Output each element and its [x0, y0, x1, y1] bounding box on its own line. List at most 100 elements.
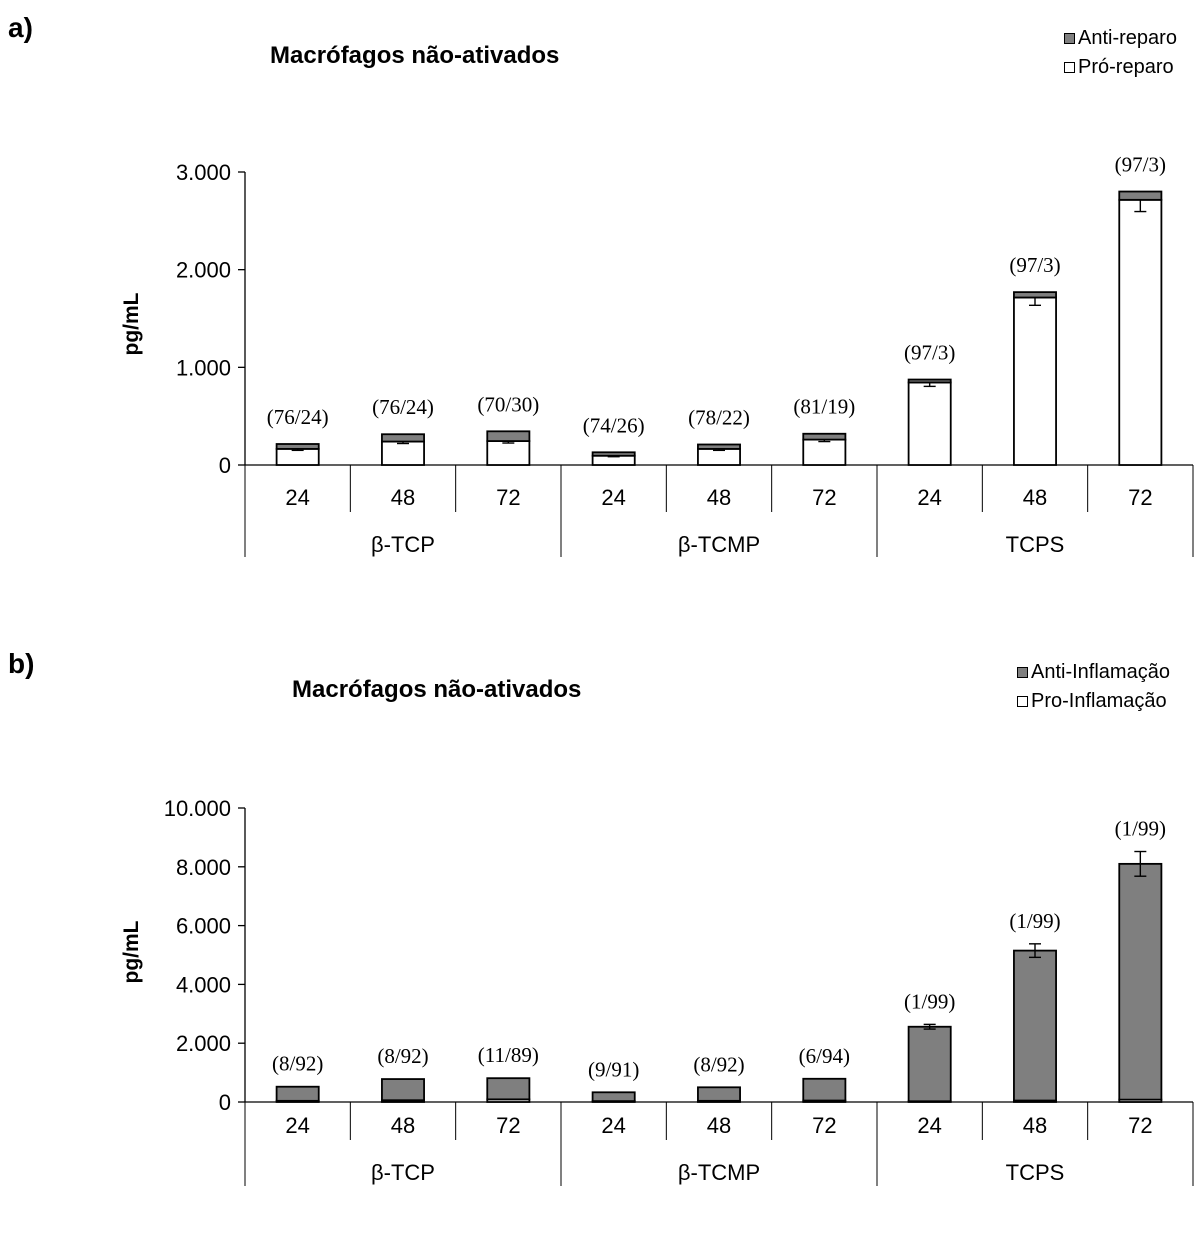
bar-annotation: (97/3) — [1115, 153, 1166, 177]
bar-segment-pro-reparo — [1013, 296, 1057, 466]
bar-segment-anti-reparo — [591, 451, 636, 457]
y-tick-label: 1.000 — [176, 355, 231, 380]
legend-item-pro-inflamacao: Pro-Inflamação — [1017, 687, 1170, 716]
x-tick-label: 24 — [601, 1113, 625, 1138]
y-tick-label: 10.000 — [164, 796, 231, 821]
x-tick-label: 24 — [285, 1113, 309, 1138]
bar-segment-pro-reparo — [697, 447, 741, 466]
bar-segment-anti-reparo — [697, 443, 741, 450]
chart-a-title: Macrófagos não-ativados — [270, 42, 560, 69]
legend-swatch-white — [1017, 696, 1028, 707]
y-tick-label: 3.000 — [176, 160, 231, 185]
y-tick-label: 0 — [219, 1090, 231, 1115]
x-tick-label: 48 — [1023, 485, 1047, 510]
bar-annotation: (1/99) — [904, 989, 955, 1013]
bar-segment-pro-reparo — [381, 440, 425, 466]
panel-a: 0 1.000 2.000 3.000 24 48 72 24 48 72 24 48 72 β-TCP β… — [0, 0, 1197, 600]
bar-annotation: (81/19) — [793, 395, 855, 419]
legend-label: Pró-reparo — [1078, 56, 1174, 78]
x-tick-label: 24 — [917, 1113, 941, 1138]
bar-annotation: (78/22) — [688, 405, 750, 429]
x-tick-label: 72 — [496, 1113, 520, 1138]
bar-segment-anti-reparo — [381, 433, 425, 443]
bar-segment-pro-reparo — [1118, 198, 1163, 466]
x-tick-label: 48 — [1023, 1113, 1047, 1138]
group-label: β-TCP — [371, 1160, 435, 1185]
bar-segment-pro-reparo — [802, 438, 847, 466]
y-tick-label: 0 — [219, 453, 231, 478]
panel-b: 0 2.000 4.000 6.000 8.000 10.000 24 48 72 24 48 72 2… — [0, 630, 1197, 1236]
bar-annotation: (9/91) — [588, 1057, 639, 1081]
group-label: β-TCP — [371, 532, 435, 557]
x-tick-label: 72 — [812, 1113, 836, 1138]
legend-item-anti-inflamacao: Anti-Inflamação — [1017, 658, 1170, 687]
x-tick-label: 48 — [391, 485, 415, 510]
panel-b-letter: b) — [8, 648, 35, 679]
x-tick-label: 48 — [391, 1113, 415, 1138]
bar-annotation: (97/3) — [904, 341, 955, 365]
bar-annotation: (97/3) — [1009, 253, 1060, 277]
bar-annotation: (8/92) — [377, 1044, 428, 1068]
bar-segment-anti-inflamacao — [802, 1077, 847, 1102]
x-tick-label: 24 — [601, 485, 625, 510]
bar-annotation: (1/99) — [1115, 817, 1166, 841]
y-tick-label: 6.000 — [176, 914, 231, 939]
x-tick-label: 24 — [917, 485, 941, 510]
legend-label: Anti-Inflamação — [1031, 661, 1170, 683]
group-label: TCPS — [1006, 532, 1065, 557]
y-tick-label: 4.000 — [176, 972, 231, 997]
chart-a-legend: Anti-reparo Pró-reparo — [1064, 24, 1177, 82]
bar-segment-anti-reparo — [486, 430, 531, 442]
x-tick-label: 72 — [496, 485, 520, 510]
chart-a-ylabel: pg/mL — [120, 292, 143, 356]
bar-segment-anti-reparo — [802, 432, 847, 441]
bar-segment-anti-inflamacao — [697, 1086, 741, 1102]
chart-b-title: Macrófagos não-ativados — [292, 676, 582, 703]
panel-a-letter: a) — [8, 12, 33, 43]
legend-item-pro-reparo: Pró-reparo — [1064, 53, 1177, 82]
chart-a-plot: 0 1.000 2.000 3.000 24 48 72 24 48 72 24 48 72 β-TCP β… — [176, 153, 1194, 557]
chart-b-legend: Anti-Inflamação Pro-Inflamação — [1017, 658, 1170, 716]
chart-b-ylabel: pg/mL — [120, 920, 143, 984]
group-label: TCPS — [1006, 1160, 1065, 1185]
y-tick-label: 2.000 — [176, 1031, 231, 1056]
bar-annotation: (70/30) — [477, 392, 539, 416]
legend-label: Anti-reparo — [1078, 27, 1177, 49]
x-tick-label: 48 — [707, 1113, 731, 1138]
bar-segment-anti-reparo — [907, 378, 952, 384]
bar-segment-anti-reparo — [1118, 190, 1163, 201]
bar-segment-anti-inflamacao — [381, 1078, 425, 1102]
legend-label: Pro-Inflamação — [1031, 690, 1167, 712]
x-tick-label: 72 — [812, 485, 836, 510]
legend-swatch-gray — [1017, 667, 1028, 678]
bar-annotation: (6/94) — [799, 1044, 850, 1068]
bar-annotation: (11/89) — [478, 1043, 539, 1067]
x-tick-label: 24 — [285, 485, 309, 510]
chart-b-plot: 0 2.000 4.000 6.000 8.000 10.000 24 48 72 24 48 72 2… — [164, 796, 1194, 1186]
bar-segment-anti-reparo — [275, 443, 320, 450]
bar-segment-anti-inflamacao — [907, 1025, 952, 1103]
legend-item-anti-reparo: Anti-reparo — [1064, 24, 1177, 53]
x-tick-label: 72 — [1128, 1113, 1152, 1138]
legend-swatch-gray — [1064, 33, 1075, 44]
y-tick-label: 2.000 — [176, 258, 231, 283]
bar-segment-pro-reparo — [907, 381, 952, 466]
y-tick-label: 8.000 — [176, 855, 231, 880]
bar-annotation: (76/24) — [267, 405, 329, 429]
bar-segment-anti-inflamacao — [275, 1085, 320, 1102]
bar-segment-anti-reparo — [1013, 291, 1057, 299]
bar-segment-anti-inflamacao — [486, 1077, 531, 1101]
bar-segment-anti-inflamacao — [1013, 949, 1057, 1102]
x-tick-label: 72 — [1128, 485, 1152, 510]
bar-annotation: (8/92) — [272, 1052, 323, 1076]
x-tick-label: 48 — [707, 485, 731, 510]
bar-annotation: (76/24) — [372, 395, 434, 419]
group-label: β-TCMP — [678, 1160, 760, 1185]
bar-segment-pro-reparo — [275, 447, 320, 466]
legend-swatch-white — [1064, 62, 1075, 73]
bar-annotation: (1/99) — [1009, 909, 1060, 933]
group-label: β-TCMP — [678, 532, 760, 557]
bar-annotation: (74/26) — [583, 413, 645, 437]
bar-segment-anti-inflamacao — [1118, 862, 1163, 1101]
bar-segment-pro-reparo — [486, 440, 531, 466]
